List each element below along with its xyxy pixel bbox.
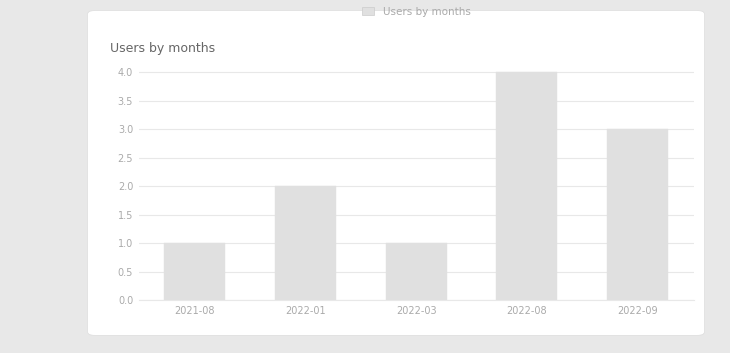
Text: Users by months: Users by months <box>110 42 215 55</box>
Bar <box>385 243 447 300</box>
Bar <box>607 129 668 300</box>
Legend: Users by months: Users by months <box>358 2 474 21</box>
Bar <box>274 186 336 300</box>
Bar <box>164 243 225 300</box>
Bar <box>496 72 558 300</box>
